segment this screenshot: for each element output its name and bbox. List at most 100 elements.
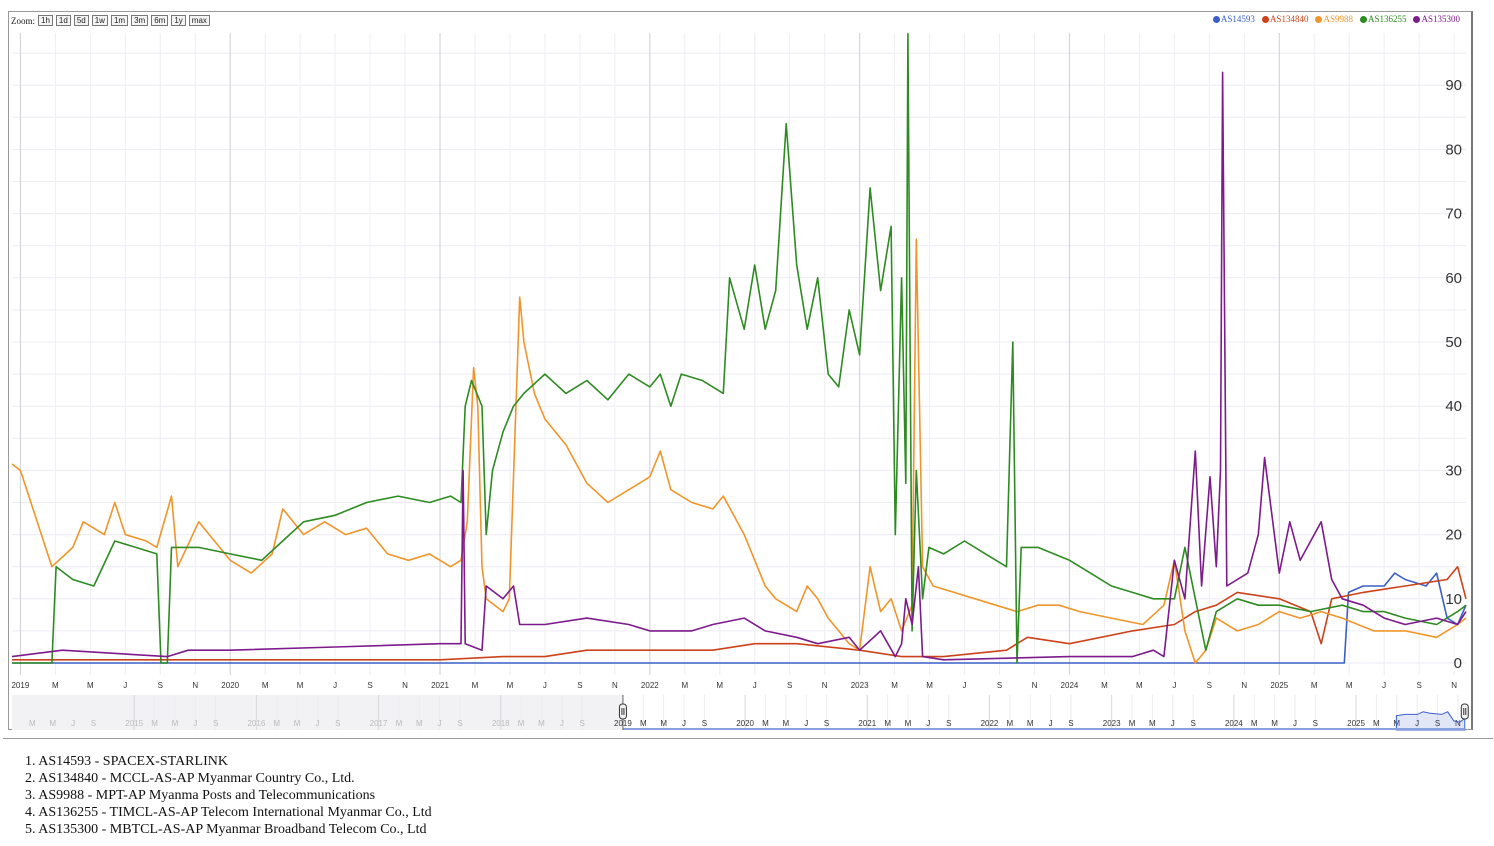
legend-item-AS135300[interactable]: AS135300 (1413, 14, 1460, 24)
navigator-month-label: J (193, 719, 197, 728)
x-tick-label: M (1101, 681, 1108, 690)
navigator-month-label: M (1149, 719, 1156, 728)
series-line-AS135300 (11, 71, 1467, 661)
x-tick-label: 2021 (431, 681, 449, 690)
legend-item-AS9988[interactable]: AS9988 (1315, 14, 1353, 24)
handle-grip-icon[interactable] (618, 703, 627, 720)
zoom-button-3m[interactable]: 3m (131, 15, 149, 26)
handle-grip-icon[interactable] (1460, 703, 1469, 720)
zoom-button-5d[interactable]: 5d (73, 15, 89, 26)
x-tick-label: N (402, 681, 408, 690)
x-tick-label: J (1172, 681, 1176, 690)
legend-label: AS14593 (1220, 14, 1255, 24)
x-tick-label: M (716, 681, 723, 690)
legend-label: AS134840 (1269, 14, 1309, 24)
x-tick-label: J (543, 681, 547, 690)
navigator-year-label: 2016 (247, 719, 265, 728)
series-line-AS134840 (12, 565, 1467, 661)
x-tick-label: 2020 (221, 681, 239, 690)
navigator-month-label: S (457, 719, 462, 728)
y-tick-label: 40 (1445, 398, 1462, 415)
y-tick-label: 60 (1445, 270, 1462, 287)
navigator-series-area (1395, 711, 1466, 731)
navigator-month-label: S (335, 719, 340, 728)
x-tick-label: S (997, 681, 1002, 690)
divider (3, 738, 1493, 739)
x-tick-label: N (822, 681, 828, 690)
navigator-year-label: 2020 (736, 719, 754, 728)
y-tick-label: 0 (1454, 655, 1462, 672)
navigator-month-label: J (1049, 719, 1053, 728)
x-tick-label: 2024 (1061, 681, 1079, 690)
navigator-month-label: J (71, 719, 75, 728)
navigator-month-label: J (560, 719, 564, 728)
navigator-month-label: M (294, 719, 301, 728)
x-tick-label: J (1382, 681, 1386, 690)
x-tick-label: J (123, 681, 127, 690)
x-tick-label: N (1241, 681, 1247, 690)
navigator-year-label: 2021 (858, 719, 876, 728)
x-tick-label: J (753, 681, 757, 690)
navigator-month-label: J (1171, 719, 1175, 728)
navigator-month-label: M (1393, 719, 1400, 728)
zoom-button-1h[interactable]: 1h (38, 15, 53, 26)
legend-item-AS14593[interactable]: AS14593 (1212, 14, 1255, 24)
navigator-month-label: M (172, 719, 179, 728)
navigator-handle-left[interactable] (618, 703, 627, 720)
navigator-month-label: J (926, 719, 930, 728)
x-tick-label: M (1311, 681, 1318, 690)
x-tick-label: M (262, 681, 269, 690)
navigator-month-label: S (946, 719, 951, 728)
legend-dot-icon (1212, 15, 1220, 23)
navigator-month-label: S (580, 719, 585, 728)
zoom-button-6m[interactable]: 6m (151, 15, 169, 26)
x-tick-label: M (507, 681, 514, 690)
as-list-item: 5. AS135300 - MBTCL-AS-AP Myanmar Broadb… (25, 822, 427, 837)
x-tick-label: 2019 (11, 681, 29, 690)
x-tick-label: S (1416, 681, 1421, 690)
navigator-handle-right[interactable] (1460, 703, 1469, 720)
navigator-month-label: J (682, 719, 686, 728)
x-tick-label: S (577, 681, 582, 690)
series-line-AS9988 (11, 238, 1467, 664)
zoom-button-1y[interactable]: 1y (171, 15, 186, 26)
navigator-month-label: S (702, 719, 707, 728)
x-tick-label: M (1346, 681, 1353, 690)
navigator-month-label: J (1415, 719, 1419, 728)
y-tick-label: 20 (1445, 527, 1462, 544)
y-tick-label: 30 (1445, 462, 1462, 479)
y-tick-label: 50 (1445, 334, 1462, 351)
navigator-month-label: J (1293, 719, 1297, 728)
navigator-month-label: M (518, 719, 525, 728)
navigator-month-label: N (1455, 719, 1461, 728)
x-tick-label: N (192, 681, 198, 690)
y-tick-label: 10 (1445, 591, 1462, 608)
zoom-button-max[interactable]: max (188, 15, 210, 26)
navigator[interactable]: 2015 M M J S 2016 M M J S 2017 M M J S 2018 M M J S 2019 M M J S… (12, 695, 1469, 731)
x-tick-label: M (87, 681, 94, 690)
navigator-year-label: 2023 (1103, 719, 1121, 728)
legend-item-AS134840[interactable]: AS134840 (1261, 14, 1309, 24)
zoom-button-1m[interactable]: 1m (110, 15, 129, 26)
x-tick-label: M (472, 681, 479, 690)
navigator-month-label: M (660, 719, 667, 728)
navigator-year-label: 2015 (125, 719, 143, 728)
y-tick-label: 90 (1445, 77, 1462, 94)
navigator-month-label: M (1027, 719, 1034, 728)
navigator-month-label: M (1129, 719, 1136, 728)
x-tick-label: S (1207, 681, 1212, 690)
navigator-month-label: S (1313, 719, 1318, 728)
series-line-AS136255 (12, 32, 1467, 664)
zoom-button-1d[interactable]: 1d (55, 15, 71, 26)
navigator-year-label: 2018 (492, 719, 510, 728)
legend-item-AS136255[interactable]: AS136255 (1359, 14, 1406, 24)
zoom-button-1w[interactable]: 1w (91, 15, 108, 26)
zoom-label: Zoom: (11, 15, 35, 26)
legend: AS14593 AS134840 AS9988 AS136255 AS135300 (1212, 14, 1460, 24)
navigator-month-label: M (1373, 719, 1380, 728)
navigator-month-label: M (416, 719, 423, 728)
x-tick-label: N (1451, 681, 1457, 690)
navigator-month-label: J (804, 719, 808, 728)
navigator-month-label: M (640, 719, 647, 728)
x-tick-label: N (612, 681, 618, 690)
